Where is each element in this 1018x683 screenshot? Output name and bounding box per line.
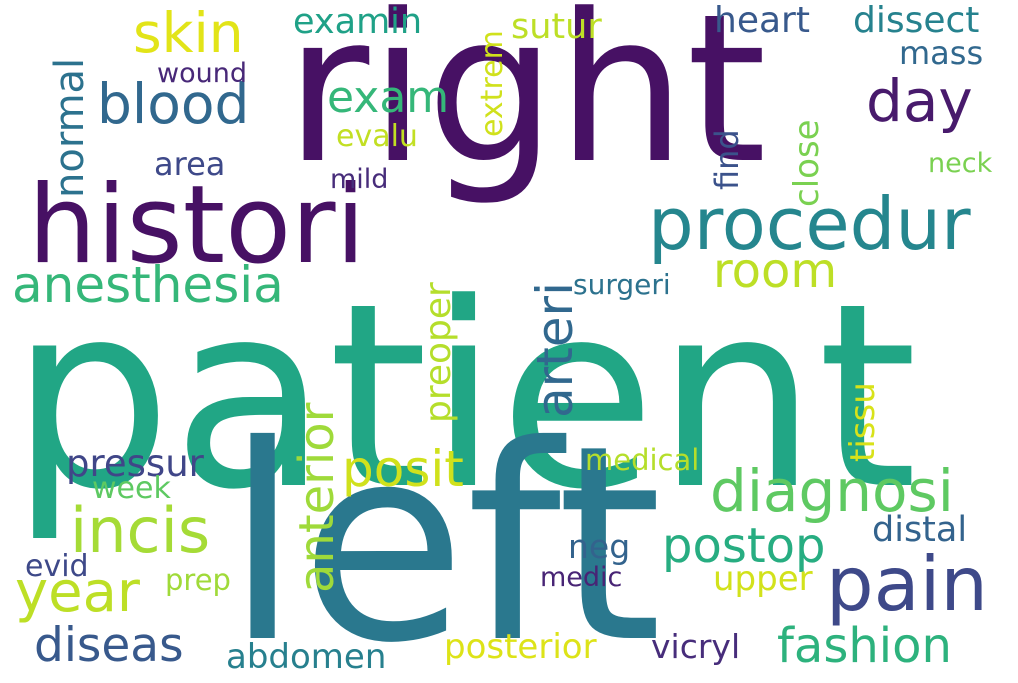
word-tissu: tissu bbox=[843, 382, 883, 462]
word-upper: upper bbox=[713, 559, 813, 599]
word-normal: normal bbox=[47, 57, 93, 198]
word-skin: skin bbox=[133, 1, 244, 65]
word-room: room bbox=[713, 243, 838, 299]
word-examin: examin bbox=[293, 2, 423, 42]
word-find: find bbox=[708, 129, 746, 190]
word-histori: histori bbox=[28, 163, 366, 288]
word-abdomen: abdomen bbox=[226, 637, 387, 677]
word-neck: neck bbox=[928, 148, 993, 179]
word-postop: postop bbox=[662, 518, 826, 574]
word-evalu: evalu bbox=[336, 119, 418, 154]
word-prep: prep bbox=[165, 563, 231, 597]
word-diagnosi: diagnosi bbox=[710, 457, 954, 525]
word-mass: mass bbox=[899, 34, 984, 72]
word-pain: pain bbox=[826, 540, 988, 628]
word-extrem: extrem bbox=[475, 30, 510, 137]
word-preoper: preoper bbox=[418, 282, 459, 423]
word-year: year bbox=[15, 560, 140, 625]
word-dissect: dissect bbox=[853, 0, 980, 41]
word-fashion: fashion bbox=[777, 618, 952, 674]
word-anesthesia: anesthesia bbox=[12, 256, 284, 314]
word-incis: incis bbox=[70, 494, 211, 567]
word-neg: neg bbox=[568, 527, 631, 566]
word-patient: patient bbox=[10, 249, 918, 546]
word-week: week bbox=[92, 471, 171, 506]
word-medical: medical bbox=[585, 443, 700, 477]
word-blood: blood bbox=[97, 72, 250, 136]
word-distal: distal bbox=[872, 510, 968, 550]
word-right: right bbox=[285, 0, 767, 209]
word-exam: exam bbox=[327, 72, 450, 123]
word-area: area bbox=[154, 145, 226, 183]
word-sutur: sutur bbox=[511, 7, 602, 47]
word-anterior: anterior bbox=[289, 402, 345, 593]
word-day: day bbox=[866, 67, 973, 135]
word-left: left bbox=[225, 387, 663, 683]
word-surgeri: surgeri bbox=[573, 268, 671, 301]
word-mild: mild bbox=[330, 164, 389, 195]
word-posterior: posterior bbox=[444, 627, 597, 667]
word-heart: heart bbox=[714, 0, 810, 41]
word-posit: posit bbox=[342, 440, 464, 498]
word-diseas: diseas bbox=[34, 618, 184, 673]
word-close: close bbox=[787, 119, 827, 207]
word-procedur: procedur bbox=[648, 182, 971, 266]
word-arteri: arteri bbox=[526, 281, 584, 418]
word-pressur: pressur bbox=[66, 442, 204, 485]
word-medic: medic bbox=[540, 562, 623, 593]
word-wound: wound bbox=[157, 58, 247, 89]
word-vicryl: vicryl bbox=[651, 627, 741, 666]
word-evid: evid bbox=[25, 549, 89, 584]
